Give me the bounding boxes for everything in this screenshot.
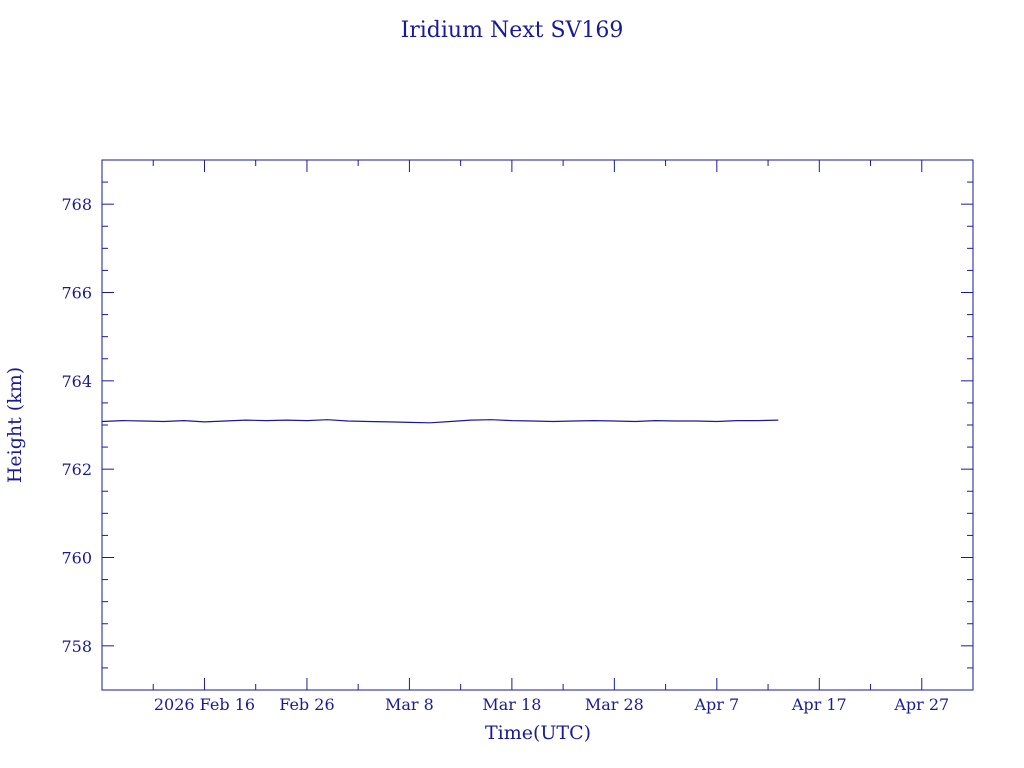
y-tick-label: 758: [61, 637, 92, 656]
chart-title: Iridium Next SV169: [401, 18, 624, 43]
y-axis-label: Height (km): [4, 367, 26, 483]
y-axis-ticks: 758 760 762 764 766 768: [61, 159, 973, 691]
x-axis-ticks: 2026 Feb 16 Feb 26 Mar 8 Mar 18 Mar 28 Apr 7 A…: [101, 160, 974, 714]
y-tick-label: 764: [61, 372, 92, 391]
x-tick-label: Apr 17: [791, 695, 847, 714]
x-tick-label: Mar 18: [482, 695, 541, 714]
y-tick-label: 760: [61, 549, 92, 568]
y-tick-label: 766: [61, 284, 92, 303]
height-series-line: [101, 419, 779, 424]
y-tick-label: 762: [61, 460, 92, 479]
x-axis-label: Time(UTC): [485, 722, 591, 744]
x-tick-label: Apr 7: [693, 695, 739, 714]
x-tick-label: Feb 26: [279, 695, 334, 714]
x-tick-label: Mar 28: [585, 695, 644, 714]
plot-frame: [101, 159, 974, 691]
x-tick-label: Apr 27: [893, 695, 949, 714]
x-tick-label: Mar 8: [385, 695, 434, 714]
y-tick-label: 768: [61, 195, 92, 214]
x-tick-label: 2026 Feb 16: [154, 695, 255, 714]
